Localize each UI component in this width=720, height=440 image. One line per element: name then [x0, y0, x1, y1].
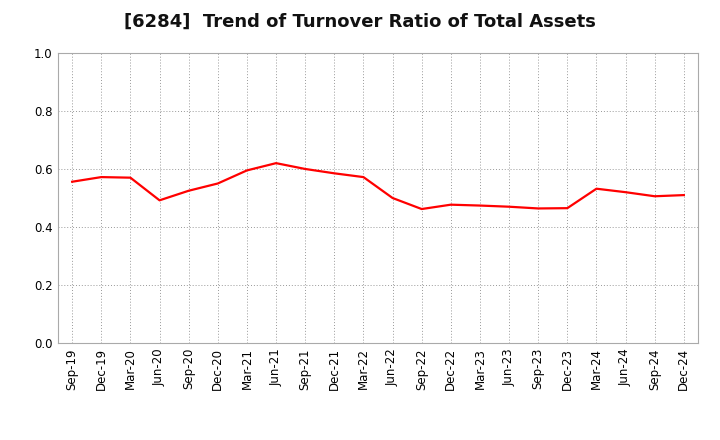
Text: [6284]  Trend of Turnover Ratio of Total Assets: [6284] Trend of Turnover Ratio of Total …	[124, 13, 596, 31]
